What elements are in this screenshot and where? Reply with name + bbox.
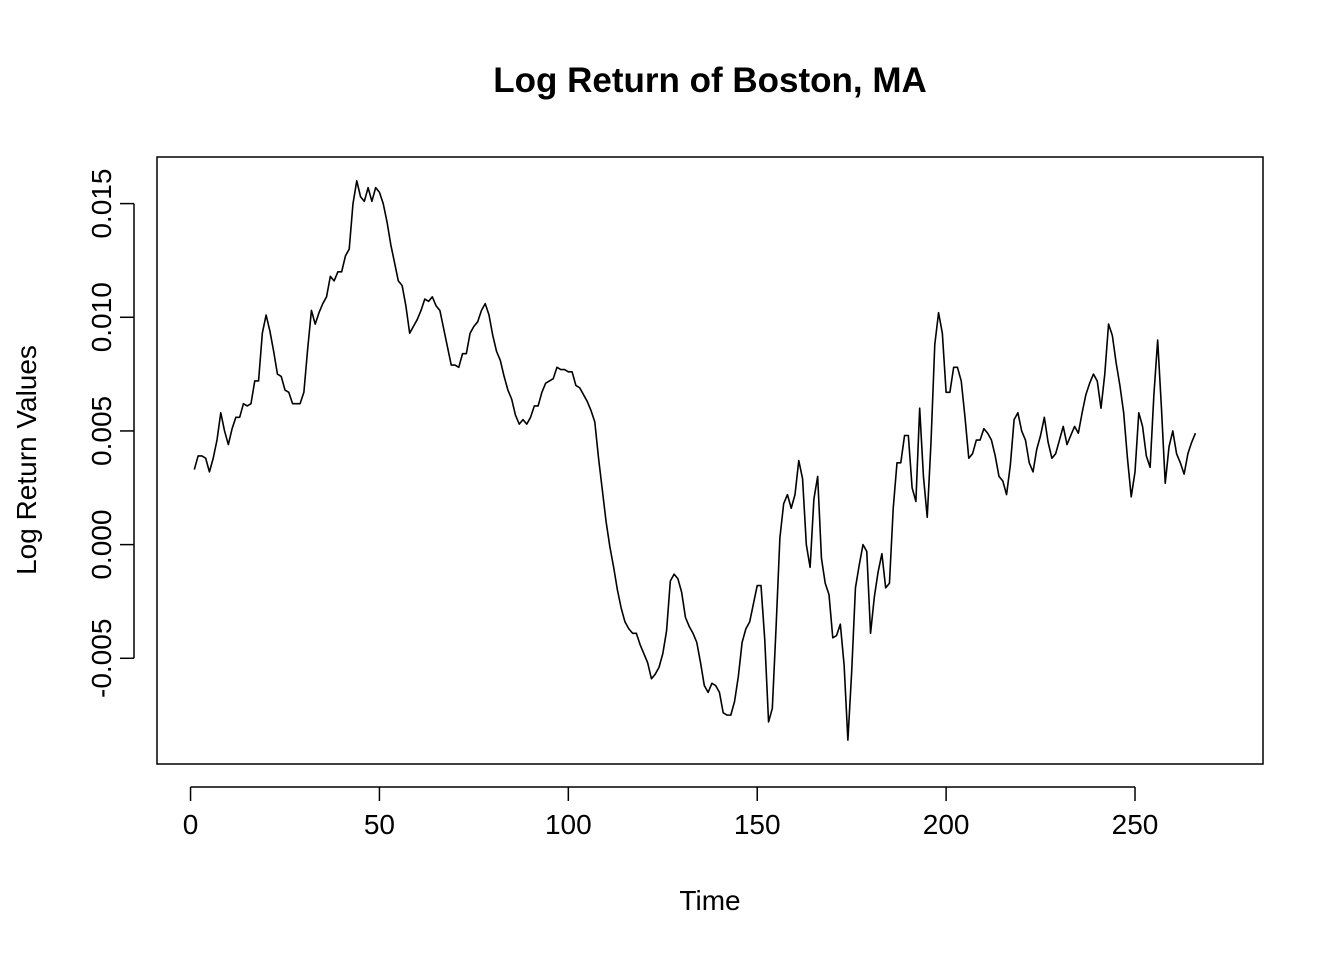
x-axis: 0 50 100 150 200 250 bbox=[183, 786, 1159, 840]
y-tick-label: 0.015 bbox=[86, 169, 117, 239]
x-axis-label: Time bbox=[679, 885, 740, 916]
y-tick-label: 0.000 bbox=[86, 510, 117, 580]
y-tick-label: 0.005 bbox=[86, 396, 117, 466]
x-tick-label: 200 bbox=[923, 809, 970, 840]
x-tick-label: 100 bbox=[545, 809, 592, 840]
x-tick-label: 250 bbox=[1112, 809, 1159, 840]
x-tick-label: 0 bbox=[183, 809, 199, 840]
y-axis-label: Log Return Values bbox=[11, 345, 42, 575]
y-axis: -0.005 0.000 0.005 0.010 0.015 bbox=[86, 169, 135, 698]
x-tick-label: 50 bbox=[364, 809, 395, 840]
y-tick-label: -0.005 bbox=[86, 619, 117, 698]
series-line bbox=[193, 180, 1197, 741]
plot-frame bbox=[156, 156, 1264, 765]
chart-title: Log Return of Boston, MA bbox=[493, 61, 927, 100]
x-tick-label: 150 bbox=[734, 809, 781, 840]
y-tick-label: 0.010 bbox=[86, 282, 117, 352]
